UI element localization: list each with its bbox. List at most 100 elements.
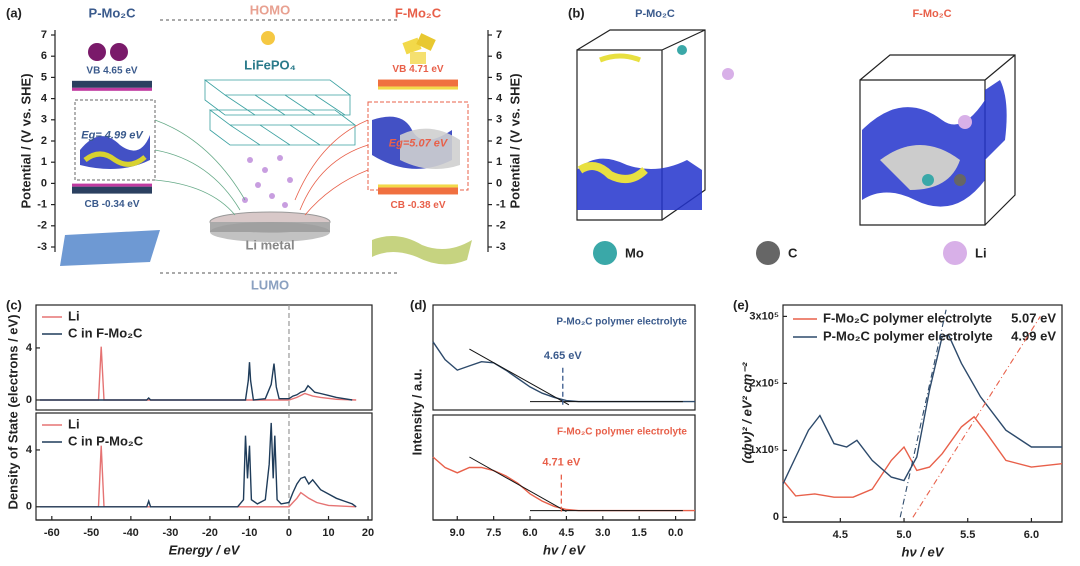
x-tick-label: 5.0 bbox=[896, 529, 911, 541]
x-tick-label: -60 bbox=[44, 527, 60, 539]
band-label: VB 4.71 eV bbox=[392, 64, 443, 75]
y-axis-label: Density of State (electrons / eV) bbox=[5, 314, 20, 509]
p-film bbox=[60, 230, 160, 266]
y-tick-label: 1 bbox=[496, 156, 502, 168]
fit-line bbox=[899, 309, 947, 518]
legend-label: C in F-Mo₂C bbox=[68, 325, 143, 340]
material-name: F-Mo₂C bbox=[395, 5, 442, 20]
edge-label: 4.71 eV bbox=[542, 457, 581, 469]
x-tick-label: 6.0 bbox=[522, 527, 537, 539]
p-blob bbox=[80, 135, 150, 169]
band-edge bbox=[378, 79, 458, 87]
cathode-label: LiFePO₄ bbox=[244, 57, 296, 72]
bulb bbox=[261, 31, 275, 45]
y-tick-label: 4 bbox=[26, 342, 33, 354]
y-tick-label: -2 bbox=[37, 220, 47, 232]
y-tick-label: 7 bbox=[496, 29, 502, 41]
x-tick-label: 20 bbox=[362, 527, 374, 539]
x-tick-label: 6.0 bbox=[1024, 529, 1039, 541]
y-tick-label: 0 bbox=[26, 394, 32, 406]
x-axis-label: hv / eV bbox=[543, 542, 586, 557]
fit-label: 5.07 eV bbox=[1011, 310, 1056, 325]
panel-title: F-Mo₂C bbox=[912, 8, 951, 20]
panel-label: (b) bbox=[568, 5, 585, 20]
x-tick-label: 0.0 bbox=[668, 527, 683, 539]
y-tick-label: 2x10⁵ bbox=[749, 377, 779, 389]
y-tick-label: 2 bbox=[41, 135, 47, 147]
x-axis-label: Energy / eV bbox=[169, 542, 241, 557]
legend-label: Mo bbox=[625, 245, 644, 260]
fit-label: 4.99 eV bbox=[1011, 328, 1056, 343]
y-tick-label: 0 bbox=[41, 177, 47, 189]
arrows-f bbox=[294, 119, 369, 216]
f-particles bbox=[402, 33, 436, 64]
x-tick-label: -30 bbox=[162, 527, 178, 539]
x-tick-label: 1.5 bbox=[632, 527, 647, 539]
lattice bbox=[203, 79, 357, 146]
panel-label: (a) bbox=[6, 5, 22, 20]
x-tick-label: -20 bbox=[202, 527, 218, 539]
edge-label: 4.65 eV bbox=[544, 350, 583, 362]
x-tick-label: -10 bbox=[242, 527, 258, 539]
y-tick-label: 3 bbox=[41, 114, 47, 126]
band-edge bbox=[72, 186, 152, 194]
band-label: VB 4.65 eV bbox=[86, 65, 137, 76]
panel-a-art bbox=[60, 19, 472, 274]
y-tick-label: 6 bbox=[41, 50, 47, 62]
band-label: CB -0.38 eV bbox=[390, 200, 445, 211]
y-tick-label: 0 bbox=[26, 501, 32, 513]
panel-label: (e) bbox=[733, 297, 749, 312]
x-tick-label: -50 bbox=[83, 527, 99, 539]
y-tick-label: 3 bbox=[496, 114, 502, 126]
band-edge bbox=[72, 80, 152, 88]
y-tick-label: 4 bbox=[496, 93, 503, 105]
y-tick-label: -3 bbox=[37, 241, 47, 253]
fit-line bbox=[912, 316, 1041, 518]
y-tick-label: 5 bbox=[496, 71, 502, 83]
band-stripe bbox=[72, 87, 152, 91]
plot-frame bbox=[432, 304, 696, 411]
x-axis-label: hν / eV bbox=[902, 544, 945, 559]
y-tick-label: -2 bbox=[496, 220, 506, 232]
y-tick-label: 0 bbox=[496, 177, 502, 189]
y-tick-label: -1 bbox=[37, 199, 47, 211]
f-film bbox=[372, 236, 472, 265]
y-tick-label: 7 bbox=[41, 29, 47, 41]
x-tick-label: 7.5 bbox=[486, 527, 501, 539]
y-tick-label: 6 bbox=[496, 50, 502, 62]
data-line bbox=[40, 445, 357, 508]
data-line bbox=[40, 362, 353, 401]
legend-label: P-Mo₂C polymer electrolyte bbox=[823, 328, 993, 343]
plot-frame bbox=[35, 304, 373, 411]
y-tick-label: 2 bbox=[496, 135, 502, 147]
y-tick-label: -1 bbox=[496, 199, 506, 211]
p-box bbox=[74, 99, 156, 181]
material-name: P-Mo₂C bbox=[89, 5, 137, 20]
fit-line bbox=[469, 348, 570, 406]
y-axis-label: Potential / (V vs. SHE) bbox=[507, 73, 522, 208]
y-tick-label: -3 bbox=[496, 241, 506, 253]
y-tick-label: 4 bbox=[26, 444, 33, 456]
legend-mo bbox=[593, 241, 617, 265]
legend-c bbox=[756, 241, 780, 265]
gap-label: Eg=5.07 eV bbox=[389, 137, 449, 149]
y-axis-label: Potential / (V vs. SHE) bbox=[18, 73, 33, 208]
band-stripe bbox=[72, 183, 152, 187]
x-tick-label: 5.5 bbox=[960, 529, 975, 541]
legend-label: Li bbox=[68, 416, 80, 431]
panel-b-art bbox=[576, 29, 1016, 265]
x-tick-label: 4.5 bbox=[833, 529, 848, 541]
legend-label: F-Mo₂C polymer electrolyte bbox=[823, 310, 992, 325]
data-line bbox=[782, 415, 1063, 498]
data-line bbox=[40, 346, 357, 401]
arrows bbox=[154, 119, 246, 216]
x-tick-label: -40 bbox=[123, 527, 139, 539]
homo-label: HOMO bbox=[250, 2, 290, 17]
x-tick-label: 0 bbox=[286, 527, 292, 539]
band-edge bbox=[378, 187, 458, 195]
x-tick-label: 3.0 bbox=[595, 527, 610, 539]
x-tick-label: 4.5 bbox=[559, 527, 574, 539]
y-tick-label: 1 bbox=[41, 156, 47, 168]
panel-title: P-Mo₂C polymer electrolyte bbox=[556, 317, 687, 328]
li-ions bbox=[242, 155, 293, 208]
